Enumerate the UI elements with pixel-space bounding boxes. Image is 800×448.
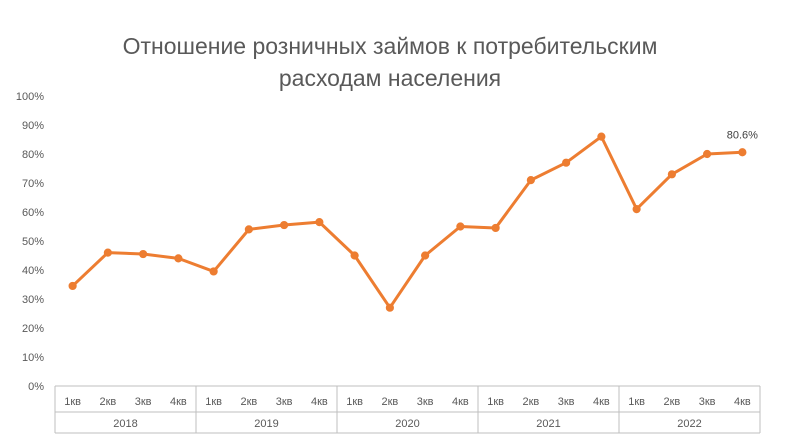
data-point — [103, 248, 112, 257]
data-point — [280, 220, 289, 230]
x-group-label: 2019 — [254, 418, 278, 430]
x-category-label: 2кв — [99, 396, 116, 408]
x-category-label: 2кв — [522, 396, 539, 408]
data-point — [738, 148, 747, 157]
x-category-label: 4кв — [170, 396, 187, 408]
x-group-label: 2018 — [113, 418, 137, 430]
data-point — [456, 222, 465, 231]
x-category-label: 4кв — [734, 396, 751, 408]
data-point — [209, 267, 218, 276]
x-category-label: 3кв — [699, 396, 716, 408]
x-category-label: 3кв — [417, 396, 434, 408]
x-category-label: 3кв — [135, 396, 152, 408]
data-point — [562, 158, 571, 167]
data-point — [421, 251, 430, 260]
y-tick-label: 60% — [22, 207, 44, 219]
x-group-label: 2021 — [536, 418, 560, 430]
y-tick-label: 100% — [16, 91, 44, 103]
y-tick-label: 90% — [22, 120, 44, 132]
data-point — [244, 225, 253, 234]
y-tick-label: 70% — [22, 178, 44, 190]
data-point — [526, 176, 535, 185]
x-group-label: 2022 — [677, 418, 701, 430]
y-tick-label: 80% — [22, 149, 44, 161]
y-tick-label: 50% — [22, 236, 44, 248]
y-tick-label: 10% — [22, 352, 44, 364]
data-point — [385, 303, 394, 312]
data-point — [315, 218, 324, 227]
x-category-label: 2кв — [663, 396, 680, 408]
data-point — [703, 149, 712, 159]
data-point — [667, 170, 676, 179]
chart-title-line-1: Отношение розничных займов к потребитель… — [122, 33, 658, 59]
y-tick-label: 40% — [22, 265, 44, 277]
x-category-label: 1кв — [628, 396, 645, 408]
x-category-label: 4кв — [311, 396, 328, 408]
data-point — [174, 254, 183, 263]
data-point — [632, 205, 641, 214]
data-point — [597, 132, 606, 141]
y-tick-label: 20% — [22, 323, 44, 335]
x-category-label: 3кв — [276, 396, 293, 408]
x-category-label: 4кв — [593, 396, 610, 408]
x-category-label: 1кв — [64, 396, 81, 408]
chart-title: Отношение розничных займов к потребитель… — [0, 30, 780, 94]
data-label: 80.6% — [727, 129, 758, 141]
y-tick-label: 0% — [28, 381, 44, 393]
series-line — [71, 135, 743, 310]
x-category-label: 1кв — [205, 396, 222, 408]
data-point — [491, 223, 500, 233]
x-group-label: 2020 — [395, 418, 419, 430]
x-category-label: 1кв — [346, 396, 363, 408]
x-category-label: 4кв — [452, 396, 469, 408]
data-point — [139, 249, 148, 259]
y-tick-label: 30% — [22, 294, 44, 306]
data-point — [350, 251, 359, 260]
x-category-label: 3кв — [558, 396, 575, 408]
x-category-label: 2кв — [240, 396, 257, 408]
chart-title-line-2: расходам населения — [278, 65, 502, 91]
x-category-label: 2кв — [381, 396, 398, 408]
data-point — [68, 281, 77, 291]
x-category-label: 1кв — [487, 396, 504, 408]
